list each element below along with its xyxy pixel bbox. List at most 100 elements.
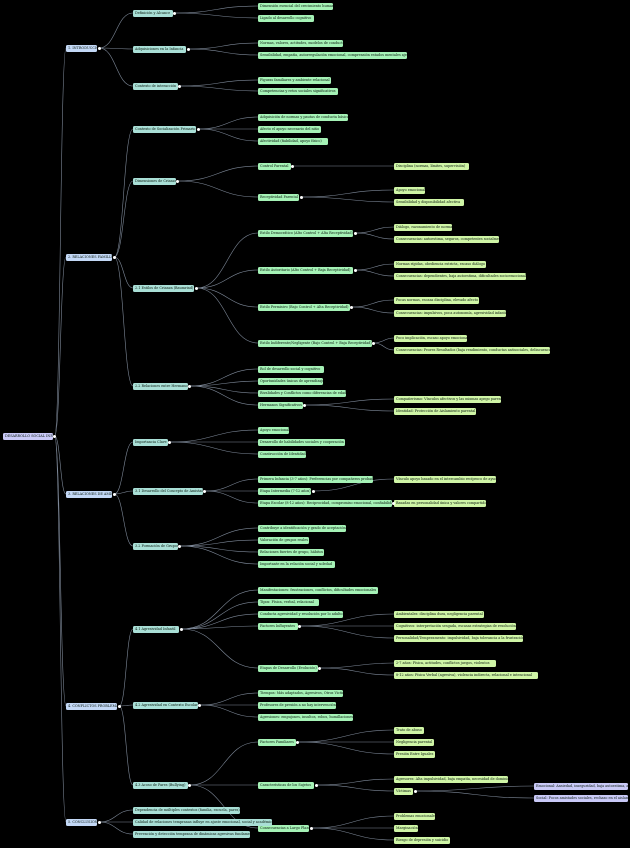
node-normas-valores-actitudes-modelos-de-cond: Normas, valores, actitudes, modelos de c…: [258, 39, 343, 47]
connector-dot: [168, 440, 172, 444]
node-ambientales-disciplina-dura-negligencia-: Ambientales: disciplina dura, negligenci…: [394, 610, 484, 618]
node-label: Definición y Alcance: [135, 10, 171, 15]
node-label: Factores Familiares: [260, 739, 294, 744]
node-label: Primera Infancia (3-7 años): Preferencia…: [260, 476, 374, 481]
edge: [179, 85, 259, 92]
node-dimensiones-de-crianza: Dimensiones de Crianza: [133, 177, 176, 185]
node-label: Víctimas: [396, 788, 411, 793]
edge: [174, 12, 259, 19]
edge: [316, 778, 395, 786]
node-factores-influyentes: Factores Influyentes: [258, 622, 298, 630]
connector-dot: [194, 286, 198, 290]
node-label: Compañerismo: Vínculos afectivos y las m…: [396, 396, 501, 401]
node-desarrollo-social-infantil: DESARROLLO SOCIAL INFANTIL: [3, 432, 53, 440]
node-agresiones-empujones-insultos-robos-humi: Agresiones: empujones, insultos, robos, …: [258, 713, 354, 721]
edge: [299, 613, 395, 627]
edge: [196, 287, 259, 308]
node-etapa-intermedia-7-12-anos: Etapa Intermedia (7-12 años): [258, 487, 312, 495]
node-label: 3. RELACIONES DE AMISTAD: [68, 491, 112, 496]
connector-dot: [296, 740, 300, 744]
node-label: Riesgo de depresión y suicidio: [396, 837, 449, 842]
edge: [204, 490, 259, 504]
node-presion-entre-iguales: Presión Entre Iguales: [394, 750, 436, 758]
node-label: Construcción de Identidad: [260, 451, 306, 456]
node-label: Consecuencias: impulsivos, poca autonomí…: [396, 310, 506, 315]
node-label: Receptividad Parental: [260, 194, 298, 199]
connector-dot: [299, 195, 303, 199]
edge: [114, 180, 134, 258]
node-label: Dimensiones de Crianza: [135, 178, 176, 183]
edge: [299, 625, 395, 639]
node-3-1-desarrollo-del-concepto-de-amistad: 3.1 Desarrollo del Concepto de Amistad: [133, 487, 203, 495]
node-label: Dimensión esencial del crecimiento human…: [260, 3, 333, 8]
node-agresores-alta-impulsividad-baja-empatia: Agresores: Alta impulsividad, baja empat…: [394, 775, 508, 783]
edge: [181, 628, 259, 669]
node-label: Normas, valores, actitudes, modelos de c…: [260, 40, 343, 45]
edge: [313, 478, 395, 492]
node-estilo-autoritario-alto-control-baja-rec: Estilo Autoritario (Alto Control + Baja …: [258, 266, 354, 274]
connector-dot: [97, 46, 101, 50]
node-2-7-anos-fisica-actitudes-conflictos-jue: 2-7 años: Física, actitudes, conflictos …: [394, 659, 496, 667]
connector-dot: [303, 403, 307, 407]
connector-dot: [53, 434, 57, 438]
connector-dot: [291, 164, 295, 168]
node-label: 2.2 Relaciones entre Hermanos: [135, 383, 188, 388]
node-label: Valoración de grupos reales: [260, 537, 308, 542]
node-vinculo-apoyo-basado-en-el-intercambio-r: Vínculo apoyo basado en el intercambio r…: [394, 475, 496, 483]
node-label: Pocas normas, escasa disciplina, elevado…: [396, 297, 478, 302]
node-label: Adquisición de normas y pautas de conduc…: [260, 114, 348, 119]
node-primera-infancia-3-7-anos-preferencias-p: Primera Infancia (3-7 años): Preferencia…: [258, 475, 374, 483]
node-label: Oportunidades únicas de aprendizaje: [260, 378, 323, 383]
connector-dot: [372, 341, 376, 345]
connector-dot: [318, 666, 322, 670]
connector-dot: [117, 704, 121, 708]
edge: [99, 47, 134, 87]
edge: [54, 435, 67, 707]
edge: [304, 404, 395, 412]
node-label: Factores Influyentes: [260, 623, 296, 628]
edge: [189, 380, 259, 387]
node-label: Sensibilidad, empatía, autorregulación e…: [260, 52, 407, 57]
node-label: Rivalidades y Conflictos como diferencia…: [260, 390, 347, 395]
node-companerismo-vinculos-afectivos-y-las-mi: Compañerismo: Vínculos afectivos y las m…: [394, 395, 501, 403]
connector-dot: [178, 544, 182, 548]
node-ligado-al-desarrollo-cognitivo: Ligado al desarrollo cognitivo: [258, 14, 315, 22]
node-label: 2. RELACIONES FAMILIARES: [68, 254, 113, 259]
node-riesgo-de-depresion-y-suicidio: Riesgo de depresión y suicidio: [394, 836, 451, 844]
node-label: Hermanos Significativos: [260, 402, 303, 407]
edge: [355, 226, 395, 234]
node-label: Competencias y retos sociales significat…: [260, 88, 336, 93]
node-problemas-emocionales: Problemas emocionales: [394, 812, 436, 820]
node-marginacion: Marginación: [394, 824, 419, 832]
edge: [114, 441, 134, 495]
edge: [311, 815, 395, 829]
node-label: 3.2 Formación de Grupos: [135, 543, 178, 548]
edge: [54, 47, 67, 437]
node-consecuencias-peores-resultados-baja-ren: Consecuencias: Peores Resultados (baja r…: [394, 346, 550, 354]
connector-dot: [173, 11, 177, 15]
edge: [181, 625, 259, 630]
node-1-introduccion: 1. INTRODUCCIÓN: [66, 44, 98, 52]
node-3-2-formacion-de-grupos: 3.2 Formación de Grupos: [133, 542, 178, 550]
node-label: 4. CONFLICTOS PROBLEMÁTICOS: [68, 703, 117, 708]
node-importante-en-la-relacion-social-y-soled: Importante en la relación social y soled…: [258, 560, 335, 568]
edge: [198, 116, 259, 130]
node-label: Rol de desarrollo social y cognitivo: [260, 366, 321, 371]
node-label: Consecuencias a Largo Plazo: [260, 825, 310, 830]
node-label: Contribuye a identificación y grado de a…: [260, 525, 346, 530]
node-label: 4.2 Agresividad en Contexto Escolar: [135, 702, 198, 707]
node-label: Negligencia parental: [396, 739, 433, 744]
node-conducta-agresividad-y-resolucion-por-lo: Conducta agresividad y resolución por lo…: [258, 610, 343, 618]
node-label: Adquisiciones en la Infancia: [135, 46, 184, 51]
node-label: 4.3 Acoso de Pares (Bullying): [135, 782, 186, 787]
node-label: 4.1 Agresividad Infantil: [135, 626, 176, 631]
node-tiempos-mas-adaptados-agresivos-otros-vi: Tiempos: Más adaptados, Agresivos, Otros…: [258, 689, 343, 697]
node-identidad-proteccion-de-aislamiento-pare: Identidad: Protección de Aislamiento par…: [394, 407, 476, 415]
edge: [114, 256, 134, 387]
node-label: Agresores: Alta impulsividad, baja empat…: [396, 776, 508, 781]
node-valoracion-de-grupos-reales: Valoración de grupos reales: [258, 536, 310, 544]
node-3-relaciones-de-amistad: 3. RELACIONES DE AMISTAD: [66, 490, 113, 498]
node-label: Control Parental: [260, 163, 289, 168]
node-afectividad-fiabilidad-apoyo-fisico: Afectividad (fiabilidad, apoyo físico): [258, 137, 328, 145]
